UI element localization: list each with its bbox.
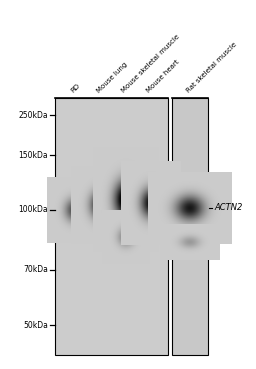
Text: Mouse skeletal muscle: Mouse skeletal muscle bbox=[121, 34, 181, 94]
Text: Mouse heart: Mouse heart bbox=[146, 59, 181, 94]
Text: Rat skeletal muscle: Rat skeletal muscle bbox=[186, 42, 238, 94]
Text: 70kDa: 70kDa bbox=[23, 266, 48, 275]
Text: 250kDa: 250kDa bbox=[18, 110, 48, 120]
Text: 150kDa: 150kDa bbox=[18, 151, 48, 159]
Text: 50kDa: 50kDa bbox=[23, 321, 48, 330]
Text: RD: RD bbox=[70, 83, 81, 94]
Bar bbox=[55, 98, 168, 355]
Text: ACTN2: ACTN2 bbox=[214, 203, 242, 213]
Text: Mouse lung: Mouse lung bbox=[96, 61, 129, 94]
Bar bbox=[172, 98, 208, 355]
Text: 100kDa: 100kDa bbox=[18, 206, 48, 214]
